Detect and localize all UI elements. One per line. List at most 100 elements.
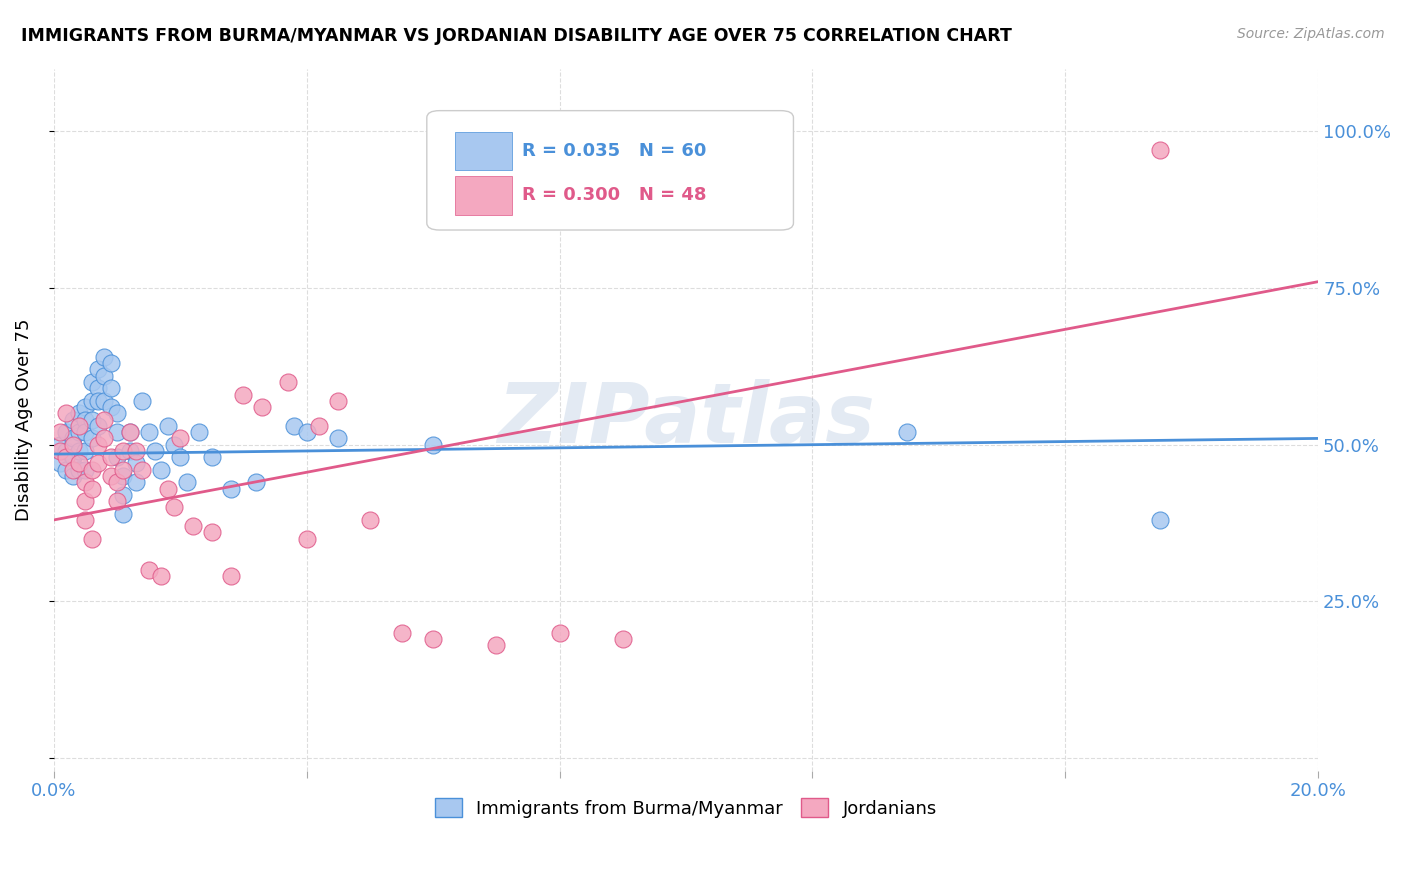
Point [62, 469, 84, 483]
Point [163, 500, 186, 515]
Point [62, 438, 84, 452]
Point [87, 393, 110, 408]
Legend: Immigrants from Burma/Myanmar, Jordanians: Immigrants from Burma/Myanmar, Jordanian… [427, 791, 945, 825]
Point [62, 450, 84, 465]
Y-axis label: Disability Age Over 75: Disability Age Over 75 [15, 318, 32, 521]
Point [93, 350, 115, 364]
Text: IMMIGRANTS FROM BURMA/MYANMAR VS JORDANIAN DISABILITY AGE OVER 75 CORRELATION CH: IMMIGRANTS FROM BURMA/MYANMAR VS JORDANI… [21, 27, 1012, 45]
Point [87, 381, 110, 395]
Point [93, 431, 115, 445]
Point [87, 438, 110, 452]
Point [1149, 513, 1171, 527]
Point [328, 393, 350, 408]
Point [612, 632, 634, 646]
Point [422, 632, 444, 646]
Point [75, 463, 97, 477]
Text: R = 0.300   N = 48: R = 0.300 N = 48 [522, 186, 706, 204]
Point [75, 412, 97, 426]
Point [156, 418, 179, 433]
Point [125, 457, 148, 471]
Point [112, 444, 135, 458]
Point [87, 418, 110, 433]
Point [125, 475, 148, 490]
Point [112, 463, 135, 477]
Point [485, 638, 508, 652]
FancyBboxPatch shape [427, 111, 793, 230]
Point [252, 400, 274, 414]
Point [283, 418, 305, 433]
Point [100, 381, 122, 395]
Point [295, 532, 318, 546]
Point [80, 463, 103, 477]
Point [201, 525, 224, 540]
Point [125, 444, 148, 458]
Point [75, 494, 97, 508]
Point [75, 513, 97, 527]
Point [80, 393, 103, 408]
Point [75, 425, 97, 439]
Point [100, 469, 122, 483]
Point [55, 406, 77, 420]
Point [308, 418, 330, 433]
Point [201, 450, 224, 465]
Point [188, 425, 211, 439]
Point [93, 412, 115, 426]
Point [131, 393, 153, 408]
Point [62, 463, 84, 477]
Point [328, 431, 350, 445]
Text: Source: ZipAtlas.com: Source: ZipAtlas.com [1237, 27, 1385, 41]
Point [138, 425, 160, 439]
Point [143, 444, 166, 458]
Point [169, 450, 191, 465]
Point [359, 513, 381, 527]
Point [118, 425, 141, 439]
Point [105, 475, 128, 490]
FancyBboxPatch shape [454, 132, 512, 170]
Point [80, 375, 103, 389]
Point [105, 494, 128, 508]
Point [219, 569, 242, 583]
Point [49, 438, 72, 452]
Point [169, 431, 191, 445]
Point [156, 482, 179, 496]
Point [87, 362, 110, 376]
Point [67, 444, 90, 458]
Point [105, 425, 128, 439]
Point [75, 400, 97, 414]
Point [49, 444, 72, 458]
Point [100, 450, 122, 465]
Point [1149, 143, 1171, 157]
Point [80, 412, 103, 426]
Point [391, 625, 413, 640]
Point [181, 519, 204, 533]
Point [49, 457, 72, 471]
Point [112, 507, 135, 521]
Point [131, 463, 153, 477]
Point [80, 532, 103, 546]
Point [67, 425, 90, 439]
Point [118, 444, 141, 458]
Point [55, 444, 77, 458]
Point [176, 475, 198, 490]
Point [112, 488, 135, 502]
Point [219, 482, 242, 496]
Point [93, 368, 115, 383]
Point [55, 463, 77, 477]
Point [100, 356, 122, 370]
Point [118, 425, 141, 439]
Point [49, 425, 72, 439]
FancyBboxPatch shape [454, 176, 512, 215]
Point [105, 406, 128, 420]
Point [150, 569, 173, 583]
Point [232, 387, 254, 401]
Text: R = 0.035   N = 60: R = 0.035 N = 60 [522, 142, 706, 160]
Point [150, 463, 173, 477]
Point [93, 393, 115, 408]
Point [112, 469, 135, 483]
Point [80, 431, 103, 445]
Point [67, 418, 90, 433]
Point [548, 625, 571, 640]
Point [67, 463, 90, 477]
Point [87, 457, 110, 471]
Point [80, 482, 103, 496]
